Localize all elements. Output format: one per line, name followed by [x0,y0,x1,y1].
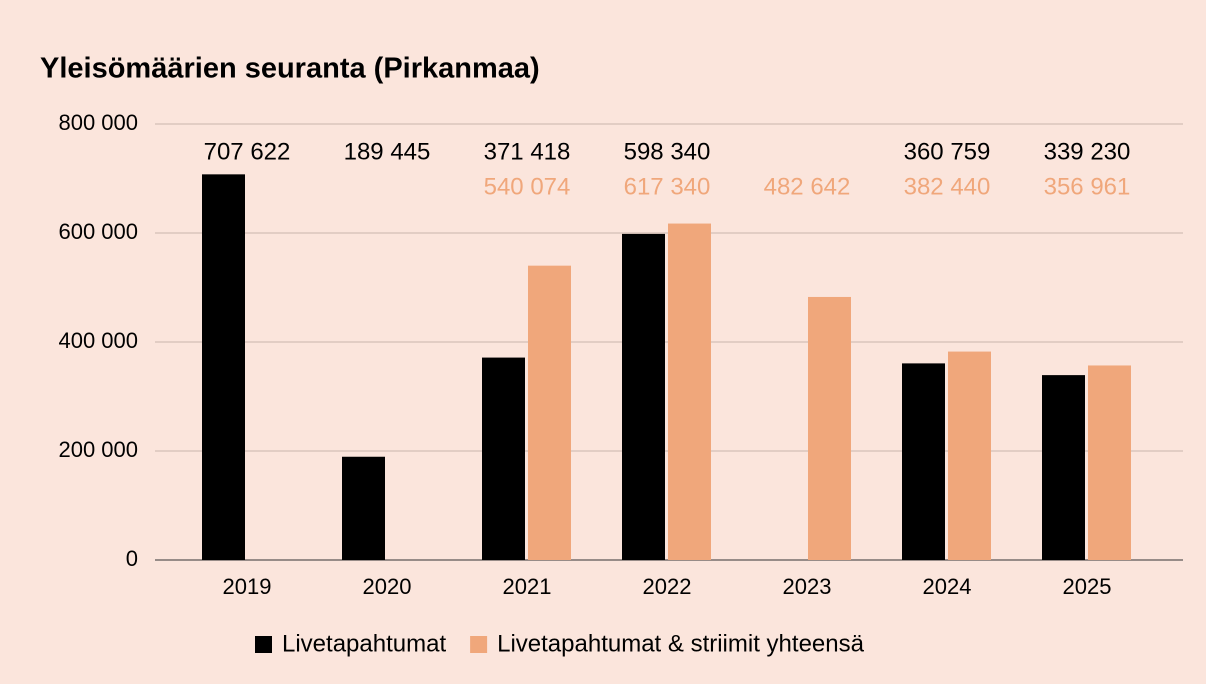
x-tick-label: 2020 [363,574,412,599]
data-label: 707 622 [204,138,291,165]
bar [808,296,851,560]
data-label: 189 445 [344,138,431,165]
y-tick-label: 800 000 [58,110,138,135]
x-tick-label: 2019 [223,574,272,599]
bar [202,174,245,560]
data-label: 371 418 [484,138,571,165]
data-label: 356 961 [1044,173,1131,200]
bar [1088,365,1131,560]
data-label: 598 340 [624,138,711,165]
y-tick-label: 400 000 [58,328,138,353]
legend-swatch [255,636,272,653]
x-tick-label: 2023 [783,574,832,599]
y-tick-label: 0 [126,546,138,571]
bar [1042,375,1085,560]
x-tick-label: 2025 [1063,574,1112,599]
x-tick-label: 2024 [923,574,972,599]
data-label: 540 074 [484,173,571,200]
bar [622,233,665,560]
bar [342,456,385,560]
bar [902,363,945,560]
x-tick-label: 2022 [643,574,692,599]
x-tick-label: 2021 [503,574,552,599]
data-label: 617 340 [624,173,711,200]
bar [948,351,991,560]
data-label: 482 642 [764,173,851,200]
data-label: 339 230 [1044,138,1131,165]
legend-swatch [470,636,488,653]
legend-label: Livetapahtumat & striimit yhteensä [497,630,864,657]
legend-label: Livetapahtumat [282,630,446,657]
y-tick-label: 600 000 [58,219,138,244]
bar [528,265,571,560]
bar [668,223,711,561]
y-tick-label: 200 000 [58,437,138,462]
data-label: 360 759 [904,138,991,165]
chart-title: Yleisömäärien seuranta (Pirkanmaa) [40,53,540,85]
data-label: 382 440 [904,173,991,200]
bar [482,357,525,560]
